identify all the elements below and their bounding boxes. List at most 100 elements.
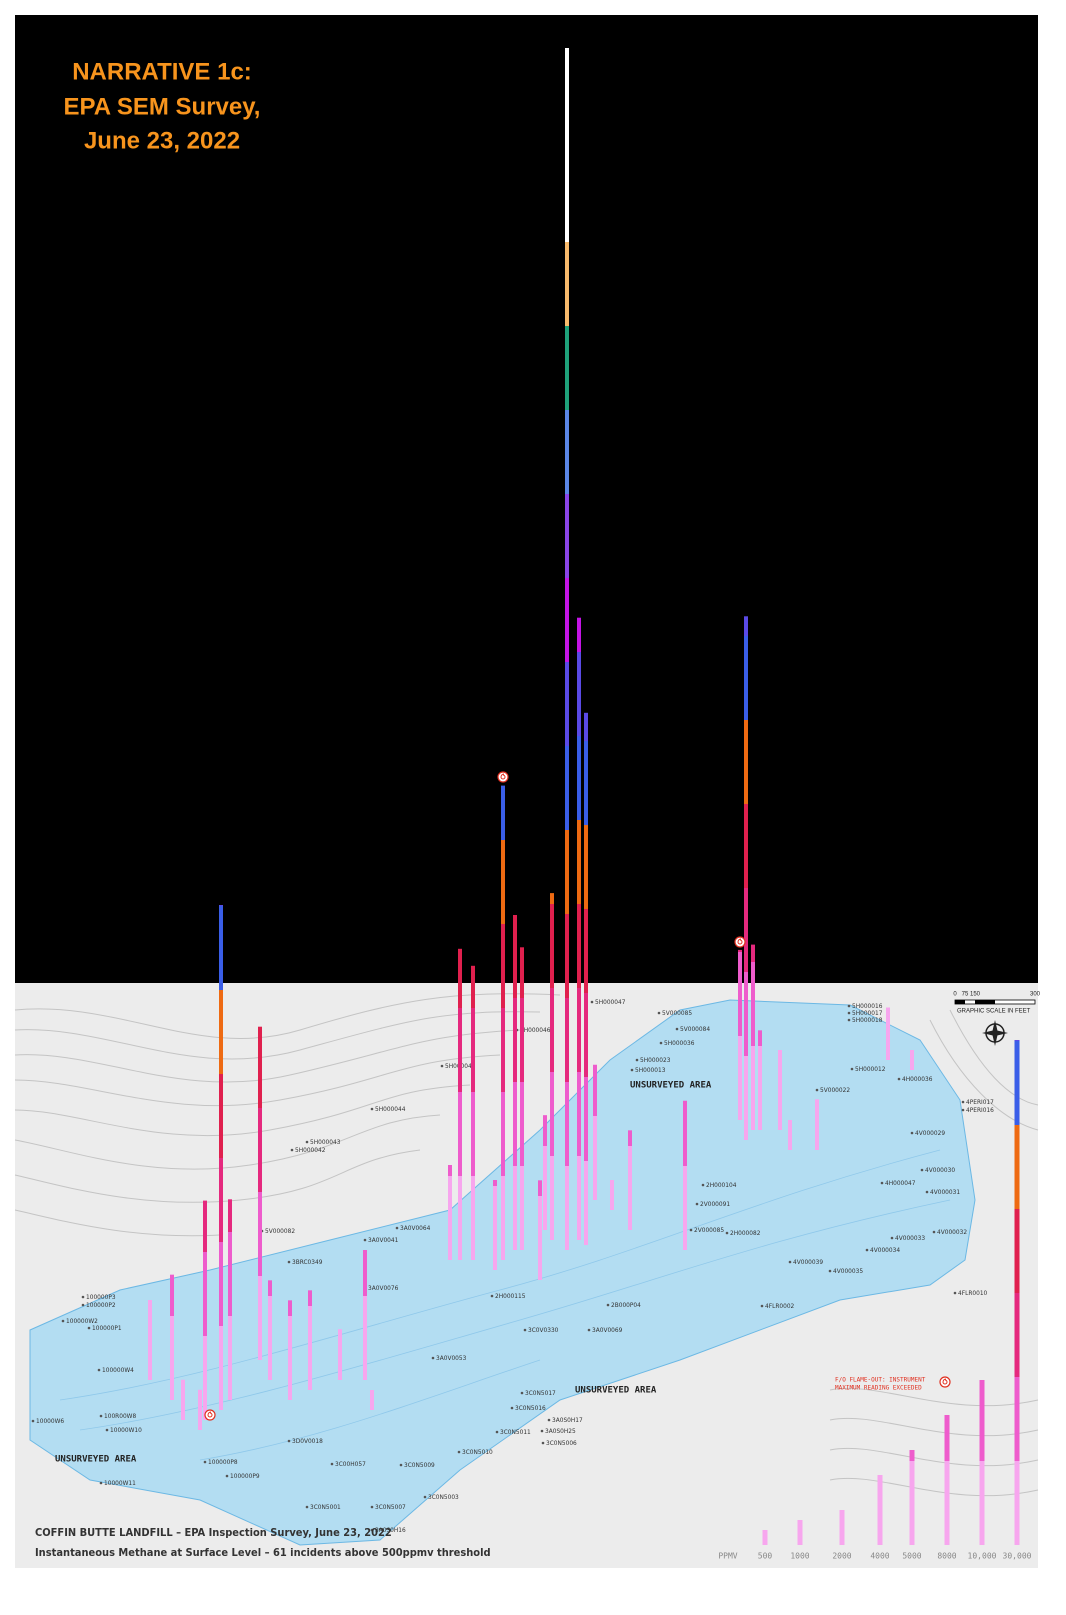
bar-segment <box>308 1290 312 1306</box>
legend-label: 500 <box>758 1552 773 1561</box>
point-label: 4V000030 <box>925 1166 955 1174</box>
bar-segment <box>565 1082 569 1166</box>
bar-segment <box>577 652 581 736</box>
bar-segment <box>683 1166 687 1250</box>
reading-bar <box>308 1290 312 1390</box>
reading-bar <box>910 1050 914 1070</box>
reading-bar <box>751 945 755 1130</box>
legend-label: 2000 <box>832 1552 851 1561</box>
bar-segment <box>520 1166 524 1250</box>
point-label: 100000W2 <box>66 1317 98 1325</box>
survey-point <box>82 1304 85 1307</box>
bar-segment <box>565 830 569 914</box>
point-label: 5V000022 <box>820 1086 850 1094</box>
bar-segment <box>228 1316 232 1400</box>
point-label: 3C0V0330 <box>528 1326 559 1334</box>
survey-point <box>676 1028 679 1031</box>
survey-point <box>306 1141 309 1144</box>
bar-segment <box>683 1101 687 1166</box>
bar-segment <box>840 1510 845 1545</box>
reading-bar <box>543 1115 547 1230</box>
survey-point <box>32 1420 35 1423</box>
bar-segment <box>501 786 505 840</box>
bar-segment <box>550 893 554 904</box>
bar-segment <box>758 1030 762 1046</box>
point-label: 3C00H057 <box>335 1460 366 1468</box>
reading-bar <box>288 1300 292 1400</box>
survey-point <box>100 1482 103 1485</box>
bar-segment <box>520 998 524 1082</box>
reading-bar <box>550 893 554 1240</box>
bar-segment <box>878 1475 883 1545</box>
survey-point <box>432 1357 435 1360</box>
bar-segment <box>288 1316 292 1400</box>
survey-point <box>491 1295 494 1298</box>
point-label: 100000W4 <box>102 1366 134 1374</box>
bar-segment <box>501 1008 505 1092</box>
bar-segment <box>363 1250 367 1296</box>
bar-segment <box>550 1072 554 1156</box>
bar-segment <box>258 1108 262 1192</box>
bar-segment <box>228 1232 232 1316</box>
bar-segment <box>513 915 517 998</box>
sky-background <box>15 15 1038 983</box>
point-label: 100000P1 <box>92 1324 122 1332</box>
bar-segment <box>148 1300 152 1380</box>
bar-segment <box>945 1461 950 1545</box>
bar-segment <box>577 904 581 988</box>
bar-segment <box>501 924 505 1008</box>
point-label: 3A0V0041 <box>368 1236 399 1244</box>
bar-segment <box>170 1275 174 1316</box>
bar-segment <box>815 1099 819 1150</box>
survey-point <box>898 1078 901 1081</box>
reading-bar <box>370 1390 374 1410</box>
point-label: 5H000036 <box>664 1039 695 1047</box>
bar-segment <box>584 713 588 741</box>
flame-out-note: MAXIMUM READING EXCEEDED <box>835 1385 922 1392</box>
bar-segment <box>543 1115 547 1146</box>
reading-bar <box>538 1180 542 1280</box>
bar-segment <box>219 905 223 906</box>
survey-point <box>631 1069 634 1072</box>
bar-segment <box>744 616 748 636</box>
bar-segment <box>910 1461 915 1545</box>
bar-segment <box>577 820 581 904</box>
footer-line: Instantaneous Methane at Surface Level –… <box>35 1546 491 1559</box>
survey-point <box>789 1261 792 1264</box>
survey-point <box>371 1108 374 1111</box>
bar-segment <box>763 1530 768 1545</box>
bar-segment <box>1015 1125 1020 1209</box>
bar-segment <box>751 962 755 1046</box>
point-label: 3A0V0069 <box>592 1326 623 1334</box>
bar-segment <box>565 578 569 662</box>
survey-point <box>364 1239 367 1242</box>
point-label: 4PERI016 <box>966 1106 994 1114</box>
reading-bar <box>448 1165 452 1260</box>
survey-point <box>100 1415 103 1418</box>
bar-segment <box>219 1242 223 1326</box>
bar-segment <box>565 1166 569 1250</box>
point-label: 4V000032 <box>937 1228 967 1236</box>
point-label: 2H000104 <box>706 1181 737 1189</box>
survey-point <box>591 1001 594 1004</box>
point-label: 3A0S0H17 <box>552 1416 583 1424</box>
survey-point <box>441 1065 444 1068</box>
bar-segment <box>501 840 505 924</box>
reading-bar <box>493 1180 497 1270</box>
bar-segment <box>338 1329 342 1380</box>
bar-segment <box>550 1156 554 1240</box>
bar-segment <box>758 1046 762 1130</box>
scale-caption: GRAPHIC SCALE IN FEET <box>957 1009 1031 1015</box>
unsurveyed-label: UNSURVEYED AREA <box>575 1386 657 1396</box>
point-label: 100000P2 <box>86 1301 116 1309</box>
point-label: 5H000013 <box>635 1066 666 1074</box>
point-label: 4V000031 <box>930 1188 960 1196</box>
reading-bar <box>738 950 742 1120</box>
point-label: 4H000036 <box>902 1075 933 1083</box>
reading-bar <box>520 947 524 1250</box>
survey-point <box>921 1169 924 1172</box>
legend-label: 4000 <box>870 1552 889 1561</box>
survey-point <box>88 1327 91 1330</box>
bar-segment <box>170 1316 174 1400</box>
point-label: 3D0V0018 <box>292 1437 323 1445</box>
